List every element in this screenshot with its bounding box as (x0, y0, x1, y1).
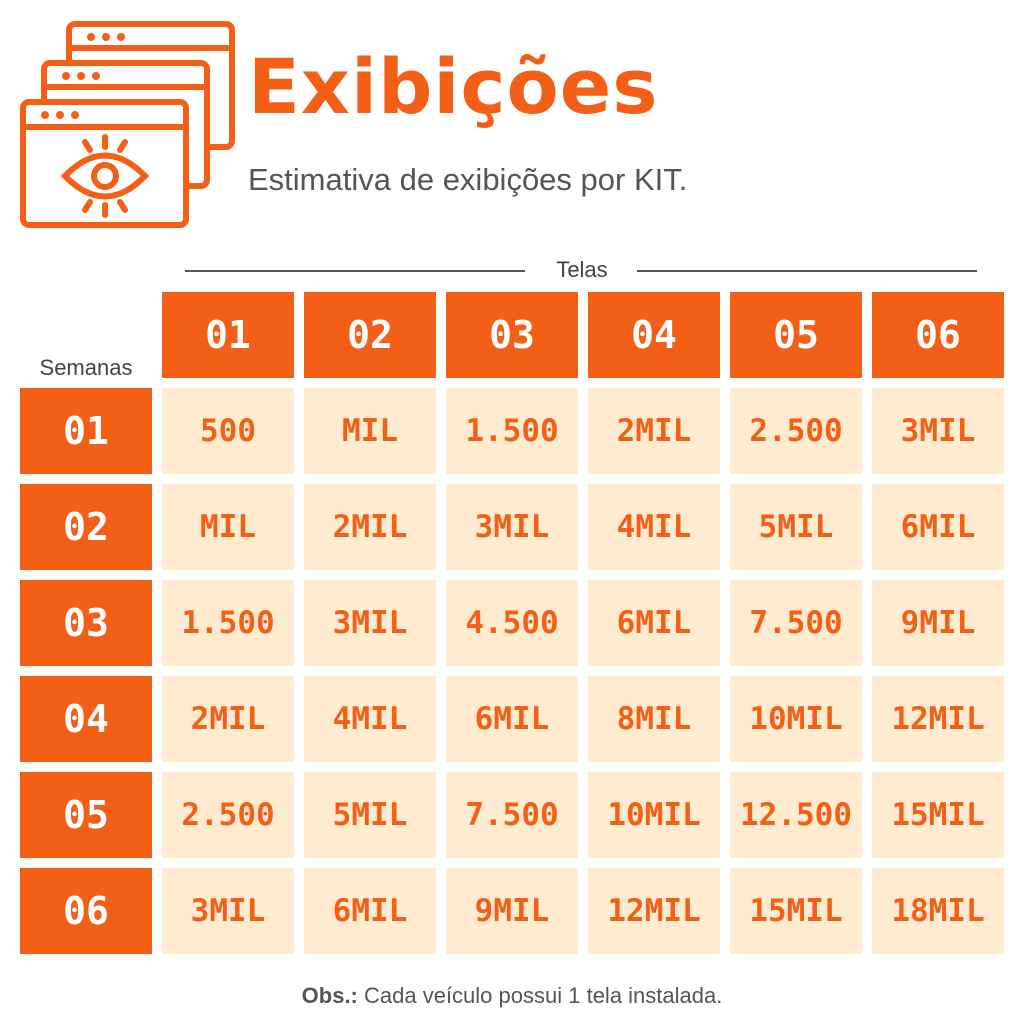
table-cell: 3MIL (162, 868, 294, 954)
row-header: 03 (20, 580, 152, 666)
table-cell: 2.500 (730, 388, 862, 474)
table-cell: 2MIL (304, 484, 436, 570)
column-header: 04 (588, 292, 720, 378)
table-cell: 3MIL (304, 580, 436, 666)
row-header: 01 (20, 388, 152, 474)
browser-windows-eye-icon (20, 21, 235, 228)
row-header: 04 (20, 676, 152, 762)
column-header: 03 (446, 292, 578, 378)
table-cell: 12MIL (588, 868, 720, 954)
table-cell: MIL (162, 484, 294, 570)
divider-left (185, 270, 525, 272)
column-header: 02 (304, 292, 436, 378)
table-cell: 6MIL (304, 868, 436, 954)
table-cell: 15MIL (730, 868, 862, 954)
row-header: 02 (20, 484, 152, 570)
page-title: Exibições (248, 42, 659, 131)
table-cell: 2MIL (588, 388, 720, 474)
table-cell: 8MIL (588, 676, 720, 762)
table-cell: 9MIL (872, 580, 1004, 666)
columns-axis-label: Telas (556, 257, 608, 282)
table-cell: 3MIL (872, 388, 1004, 474)
table-cell: 18MIL (872, 868, 1004, 954)
table-cell: 5MIL (730, 484, 862, 570)
table-cell: 1.500 (446, 388, 578, 474)
table-cell: 5MIL (304, 772, 436, 858)
table-cell: 6MIL (588, 580, 720, 666)
table-cell: 500 (162, 388, 294, 474)
table-cell: 2MIL (162, 676, 294, 762)
note-label: Obs.: (301, 983, 358, 1008)
table-cell: MIL (304, 388, 436, 474)
note-text: Cada veículo possui 1 tela instalada. (357, 983, 723, 1008)
table-cell: 2.500 (162, 772, 294, 858)
row-header: 06 (20, 868, 152, 954)
table-cell: 9MIL (446, 868, 578, 954)
table-cell: 12MIL (872, 676, 1004, 762)
table-cell: 6MIL (446, 676, 578, 762)
table-cell: 3MIL (446, 484, 578, 570)
column-header: 05 (730, 292, 862, 378)
page-subtitle: Estimativa de exibições por KIT. (248, 162, 688, 197)
divider-right (637, 270, 977, 272)
column-header: 01 (162, 292, 294, 378)
table-cell: 15MIL (872, 772, 1004, 858)
table-cell: 10MIL (730, 676, 862, 762)
table-cell: 12.500 (730, 772, 862, 858)
table-cell: 7.500 (730, 580, 862, 666)
table-cell: 4.500 (446, 580, 578, 666)
table-cell: 1.500 (162, 580, 294, 666)
column-header: 06 (872, 292, 1004, 378)
rows-axis-label: Semanas (39, 355, 133, 380)
table-cell: 10MIL (588, 772, 720, 858)
table-cell: 4MIL (304, 676, 436, 762)
footer-note: Obs.: Cada veículo possui 1 tela instala… (0, 983, 1024, 1009)
table-cell: 4MIL (588, 484, 720, 570)
table-cell: 7.500 (446, 772, 578, 858)
table-cell: 6MIL (872, 484, 1004, 570)
row-header: 05 (20, 772, 152, 858)
